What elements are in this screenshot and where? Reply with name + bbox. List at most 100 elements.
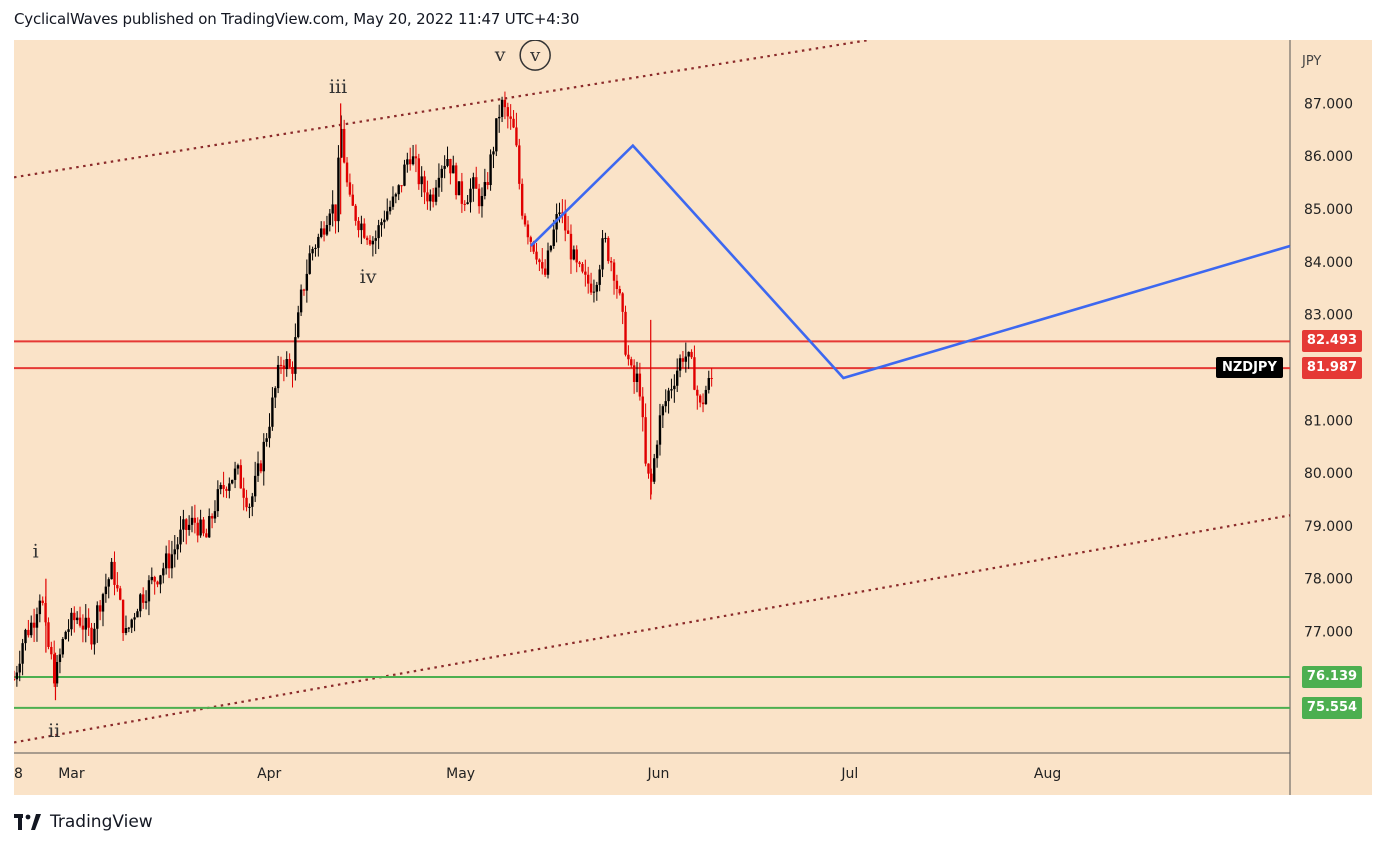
candle-up (38, 600, 42, 615)
candle-down (87, 617, 90, 628)
candle-down (322, 228, 326, 235)
candle-up (489, 154, 492, 186)
candle-down (242, 488, 245, 498)
candle-up (667, 390, 670, 402)
candle-down (185, 519, 188, 530)
candle-down (288, 359, 291, 367)
price-chart[interactable]: JPY87.00086.00085.00084.00083.00082.0008… (14, 40, 1372, 795)
candle-up (124, 628, 128, 634)
candle-up (190, 517, 194, 525)
candle-down (193, 517, 197, 523)
candle-up (15, 672, 19, 680)
candle-up (311, 248, 314, 254)
y-tick-label: 84.000 (1304, 255, 1353, 271)
candle-down (259, 463, 263, 472)
candle-up (500, 99, 504, 117)
candle-down (566, 230, 570, 234)
price-tag-81-987: 81.987 (1302, 357, 1362, 380)
candle-down (541, 262, 544, 269)
candle-down (632, 365, 636, 383)
candle-up (661, 406, 665, 416)
candle-down (621, 293, 624, 312)
candle-down (222, 485, 225, 489)
x-tick-label: Apr (257, 766, 281, 782)
candle-down (624, 311, 627, 355)
candle-up (495, 118, 498, 152)
footer-branding[interactable]: TradingView (14, 810, 153, 834)
candle-down (618, 288, 621, 294)
candle-up (110, 561, 113, 580)
candle-up (325, 225, 329, 235)
candle-down (698, 395, 702, 403)
candle-up (497, 116, 501, 119)
candle-down (279, 364, 283, 366)
candle-down (408, 159, 412, 165)
candle-down (523, 215, 527, 225)
candle-up (84, 617, 87, 630)
x-tick-label: May (446, 766, 475, 782)
candle-up (664, 401, 667, 407)
y-tick-label: 78.000 (1304, 572, 1353, 588)
candle-down (506, 107, 510, 117)
channel-line-upper[interactable] (14, 40, 870, 179)
candle-up (107, 579, 110, 587)
candle-up (297, 312, 300, 338)
candle-down (202, 519, 205, 534)
candle-down (363, 223, 366, 238)
y-tick-label: 80.000 (1304, 466, 1353, 482)
candle-up (299, 289, 303, 313)
candle-down (90, 627, 93, 645)
candle-up (147, 580, 151, 602)
candle-down (52, 654, 56, 684)
candle-down (543, 268, 547, 275)
candle-down (647, 463, 650, 474)
chart-panel[interactable]: JPY87.00086.00085.00084.00083.00082.0008… (14, 40, 1372, 795)
candle-up (308, 253, 311, 274)
candle-up (35, 614, 39, 628)
currency-label: JPY (1301, 54, 1321, 69)
candle-up (420, 176, 423, 185)
candle-down (615, 280, 619, 289)
candle-down (449, 159, 452, 174)
candle-up (377, 225, 380, 239)
candle-down (78, 617, 82, 626)
channel-line-lower[interactable] (14, 514, 1291, 744)
candle-up (434, 187, 438, 202)
candle-up (391, 196, 395, 207)
candle-up (558, 212, 561, 215)
y-tick-label: 83.000 (1304, 308, 1353, 324)
candle-up (319, 228, 323, 237)
candle-up (93, 628, 96, 645)
candle-up (601, 238, 604, 270)
candle-up (70, 612, 73, 630)
candle-up (317, 236, 320, 248)
candle-down (41, 600, 44, 604)
candle-up (466, 202, 469, 205)
candle-down (365, 237, 369, 241)
candle-up (394, 194, 398, 197)
candle-down (575, 249, 578, 263)
publisher-header: CyclicalWaves published on TradingView.c… (14, 10, 580, 28)
candle-up (127, 627, 131, 629)
candle-down (414, 156, 418, 159)
candle-down (690, 351, 693, 358)
candle-down (47, 622, 50, 647)
candle-down (710, 378, 713, 380)
candle-up (159, 575, 162, 585)
wave-circle-v (519, 40, 551, 71)
projection-path-line[interactable] (529, 143, 1291, 380)
candle-up (707, 378, 710, 390)
candle-up (219, 485, 222, 490)
candle-down (423, 176, 426, 193)
candle-down (302, 289, 306, 291)
candle-up (176, 544, 179, 550)
candle-up (199, 519, 202, 536)
candle-up (305, 273, 309, 291)
candle-down (245, 497, 248, 508)
candle-up (265, 438, 268, 442)
candle-up (96, 605, 99, 629)
candle-up (598, 269, 601, 285)
candle-up (492, 151, 495, 155)
candle-up (253, 475, 257, 497)
candle-up (170, 554, 174, 569)
